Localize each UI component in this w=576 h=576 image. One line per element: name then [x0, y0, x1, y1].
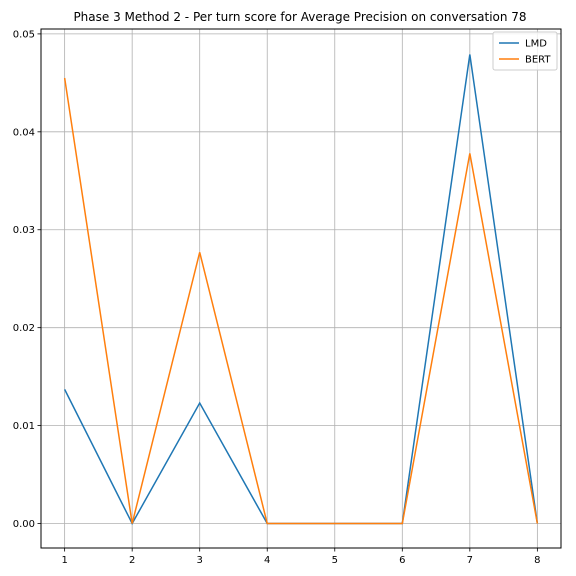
y-tick-label: 0.02 — [13, 323, 35, 334]
series-line-bert — [63, 77, 539, 525]
plot-series — [63, 54, 539, 526]
x-tick-label: 4 — [264, 555, 270, 566]
y-tick-label: 0.00 — [13, 519, 35, 530]
x-tick-label: 6 — [399, 555, 405, 566]
legend-box — [492, 31, 558, 71]
x-tick-label: 1 — [61, 555, 67, 566]
plot-frame — [40, 28, 562, 549]
y-tick-label: 0.03 — [13, 225, 35, 236]
legend: LMD BERT — [492, 31, 558, 71]
legend-label-lmd: LMD — [525, 39, 547, 50]
legend-label-bert: BERT — [525, 55, 551, 66]
x-tick-label: 5 — [332, 555, 338, 566]
x-tick-label: 3 — [197, 555, 203, 566]
y-tick-label: 0.04 — [13, 127, 35, 138]
x-tick-label: 2 — [129, 555, 135, 566]
grid-lines — [41, 29, 561, 548]
y-tick-label: 0.01 — [13, 421, 35, 432]
x-tick-label: 8 — [534, 555, 540, 566]
y-axis: 0.00 0.01 0.02 0.03 0.04 0.05 — [13, 29, 41, 530]
x-axis: 1 2 3 4 5 6 7 8 — [61, 548, 541, 566]
x-tick-label: 7 — [467, 555, 473, 566]
y-tick-label: 0.05 — [13, 29, 35, 40]
chart-title: Phase 3 Method 2 - Per turn score for Av… — [73, 10, 526, 24]
